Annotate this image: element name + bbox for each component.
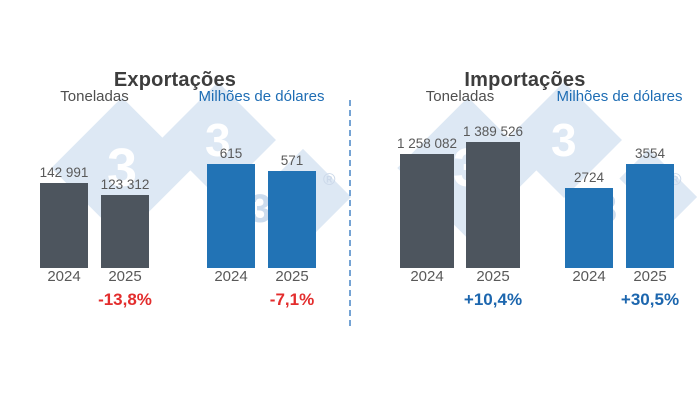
axis-year-label: 2025 [476,268,510,285]
bar-imports-dollars-2025 [626,164,674,268]
group-imports-tonnes: Toneladas 1 258 082 2024 1 389 526 2025 … [396,88,524,310]
group-label-tonnes: Toneladas [60,88,129,105]
bar-column-2024: 1 258 082 2024 [396,136,458,286]
page-title-imports: Importações [464,68,586,91]
axis-year-label: 2024 [572,268,606,285]
bar-column-2025: 1 389 526 2025 [462,124,524,286]
axis-year-label: 2025 [633,268,667,285]
bar-exports-dollars-2024 [207,164,255,268]
bar-exports-tonnes-2025 [101,195,149,268]
page-title-exports: Exportações [113,68,237,91]
bar-imports-dollars-2024 [565,188,613,268]
bar-column-2025: 571 2025 [268,153,316,286]
bar-column-2025: 3554 2025 [626,146,674,286]
bar-value-label: 2724 [573,170,605,185]
axis-year-label: 2025 [108,268,142,285]
bar-value-label: 1 389 526 [462,124,524,139]
panel-imports: Importações Toneladas 1 258 082 2024 1 3… [350,0,700,400]
bar-value-label: 615 [219,146,243,161]
change-percentage-imports-dollars: +30,5% [620,290,680,309]
axis-year-label: 2025 [275,268,309,285]
bar-column-2025: 123 312 2025 [100,177,150,286]
bar-exports-dollars-2025 [268,171,316,268]
bar-imports-tonnes-2025 [466,142,520,268]
change-percentage-exports-dollars: -7,1% [269,290,315,309]
axis-year-label: 2024 [214,268,248,285]
bar-value-label: 142 991 [39,165,89,180]
bar-column-2024: 615 2024 [207,146,255,286]
bar-value-label: 123 312 [100,177,150,192]
axis-year-label: 2024 [410,268,444,285]
registered-trademark-icon: ® [323,170,336,189]
group-label-tonnes: Toneladas [425,88,495,105]
group-imports-dollars: Milhões de dólares 2724 2024 3554 2025 +… [557,88,683,310]
bar-column-2024: 2724 2024 [565,170,613,286]
watermark-logo-left: 3 3 3 ® [51,82,352,246]
bar-value-label: 571 [280,153,304,168]
group-label-dollars: Milhões de dólares [556,88,683,105]
bar-exports-tonnes-2024 [40,183,88,268]
bar-imports-tonnes-2024 [400,154,454,268]
group-exports-dollars: Milhões de dólares 615 2024 571 2025 -7,… [199,88,325,310]
bar-value-label: 1 258 082 [396,136,458,151]
panel-exports: Exportações Toneladas 142 991 2024 123 3… [39,68,325,310]
group-label-dollars: Milhões de dólares [198,88,325,105]
divider-dashed-line [349,100,351,326]
change-percentage-exports-tonnes: -13,8% [98,290,152,309]
bar-column-2024: 142 991 2024 [39,165,89,286]
change-percentage-imports-tonnes: +10,4% [463,290,523,309]
bar-value-label: 3554 [634,146,666,161]
group-exports-tonnes: Toneladas 142 991 2024 123 312 2025 -13,… [39,88,152,310]
axis-year-label: 2024 [47,268,81,285]
